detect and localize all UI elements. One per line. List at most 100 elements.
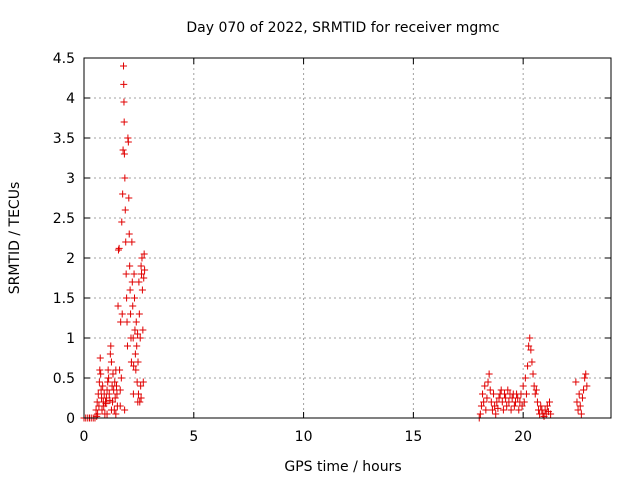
data-point	[582, 370, 590, 378]
x-tick-label: 0	[80, 429, 89, 445]
data-point	[573, 398, 581, 406]
data-point	[115, 244, 123, 252]
data-point	[485, 370, 493, 378]
data-point	[112, 410, 120, 418]
data-point	[121, 406, 129, 414]
data-point	[134, 398, 142, 406]
data-point	[576, 402, 584, 410]
x-axis-label: GPS time / hours	[284, 459, 401, 475]
data-point	[96, 366, 104, 374]
data-point	[112, 382, 120, 390]
data-point	[131, 326, 139, 334]
data-point	[113, 390, 121, 398]
data-point	[129, 390, 137, 398]
data-point	[122, 270, 130, 278]
data-point	[106, 350, 114, 358]
data-point	[477, 402, 485, 410]
y-tick-label: 1	[66, 331, 75, 347]
data-point	[129, 302, 137, 310]
grid-layer	[84, 58, 611, 418]
data-point	[138, 270, 146, 278]
data-point	[126, 262, 134, 270]
y-tick-label: 2.5	[53, 211, 75, 227]
data-point	[141, 266, 149, 274]
data-point	[526, 334, 534, 342]
y-tick-label: 3	[66, 171, 75, 187]
data-point	[572, 378, 580, 386]
data-point	[574, 406, 582, 414]
chart-title: Day 070 of 2022, SRMTID for receiver mgm…	[186, 20, 499, 36]
data-point	[139, 326, 147, 334]
data-point	[507, 406, 515, 414]
data-point	[105, 390, 113, 398]
x-tick-label: 20	[514, 429, 532, 445]
data-point	[138, 286, 146, 294]
data-point	[134, 330, 142, 338]
data-point	[580, 386, 588, 394]
data-point	[514, 394, 522, 402]
data-point	[543, 402, 551, 410]
data-point	[124, 138, 132, 146]
data-point	[118, 310, 126, 318]
data-point	[123, 318, 131, 326]
y-tick-label: 4.5	[53, 51, 75, 67]
data-point	[529, 370, 537, 378]
data-point	[488, 406, 496, 414]
data-point	[93, 398, 101, 406]
data-point	[531, 390, 539, 398]
data-point	[120, 150, 128, 158]
data-point	[96, 354, 104, 362]
data-point	[503, 402, 511, 410]
data-point	[476, 410, 484, 418]
data-point	[133, 378, 141, 386]
data-point	[131, 294, 139, 302]
data-point	[98, 406, 106, 414]
data-point	[134, 358, 142, 366]
data-point	[125, 230, 133, 238]
data-point	[528, 358, 536, 366]
data-point	[132, 318, 140, 326]
y-tick-label: 0.5	[53, 371, 75, 387]
data-point	[107, 358, 115, 366]
data-point	[107, 406, 115, 414]
data-point	[114, 302, 122, 310]
data-point	[107, 342, 115, 350]
data-point	[139, 378, 147, 386]
data-point	[117, 318, 125, 326]
data-point	[490, 390, 498, 398]
data-point	[484, 378, 492, 386]
x-tick-label: 10	[295, 429, 313, 445]
data-point	[138, 254, 146, 262]
data-point	[121, 206, 129, 214]
data-point	[105, 374, 113, 382]
data-point	[110, 386, 118, 394]
data-point	[128, 278, 136, 286]
y-tick-label: 1.5	[53, 291, 75, 307]
data-point	[583, 382, 591, 390]
data-point	[521, 374, 529, 382]
data-point	[510, 402, 518, 410]
data-point	[518, 402, 526, 410]
data-point	[111, 378, 119, 386]
data-point	[103, 386, 111, 394]
data-point	[578, 394, 586, 402]
data-point	[136, 334, 144, 342]
data-point	[519, 382, 527, 390]
data-point	[117, 374, 125, 382]
data-point	[123, 342, 131, 350]
data-point	[116, 386, 124, 394]
point-layer	[80, 62, 591, 422]
y-tick-label: 0	[66, 411, 75, 427]
data-point	[122, 238, 130, 246]
data-point	[120, 80, 128, 88]
data-point	[125, 194, 133, 202]
data-point	[116, 402, 124, 410]
data-point	[486, 386, 494, 394]
data-point	[137, 382, 145, 390]
data-point	[581, 374, 589, 382]
data-point	[520, 398, 528, 406]
data-point	[130, 362, 138, 370]
data-point	[102, 394, 110, 402]
data-point	[532, 386, 540, 394]
